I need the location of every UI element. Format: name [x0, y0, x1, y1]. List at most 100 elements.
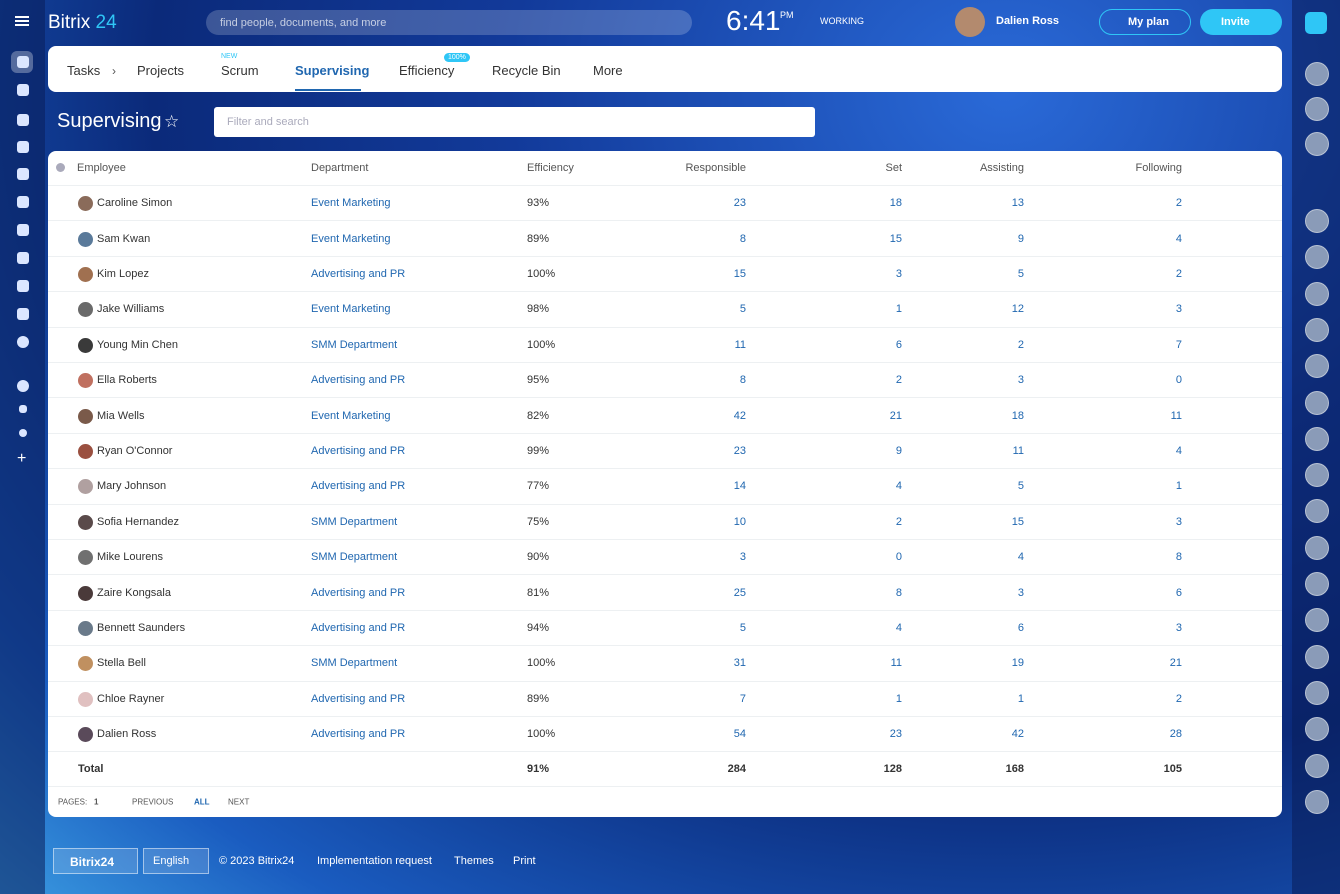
- department-link[interactable]: Event Marketing: [311, 303, 391, 316]
- sidebar-avatar[interactable]: [1305, 680, 1329, 705]
- logo[interactable]: Bitrix 24: [48, 12, 117, 34]
- responsible-count[interactable]: 31: [733, 657, 746, 670]
- responsible-count[interactable]: 25: [733, 586, 746, 599]
- footer-brand[interactable]: Bitrix24: [53, 848, 138, 874]
- department-link[interactable]: Advertising and PR: [311, 586, 406, 599]
- following-count[interactable]: 3: [1175, 621, 1182, 634]
- sidebar-avatar[interactable]: [1305, 535, 1329, 560]
- assisting-count[interactable]: 15: [1011, 515, 1024, 528]
- following-count[interactable]: 4: [1175, 232, 1182, 245]
- footer-link[interactable]: Implementation request: [317, 855, 432, 867]
- menu-icon[interactable]: [15, 16, 29, 18]
- responsible-count[interactable]: 5: [739, 621, 746, 634]
- department-link[interactable]: Event Marketing: [311, 409, 391, 422]
- responsible-count[interactable]: 3: [739, 551, 746, 564]
- language-select[interactable]: English: [143, 848, 209, 874]
- sidebar-avatar[interactable]: [1305, 317, 1329, 342]
- department-link[interactable]: SMM Department: [311, 515, 398, 528]
- help-button[interactable]: [1305, 12, 1327, 34]
- sidebar-avatar[interactable]: [1305, 426, 1329, 451]
- set-count[interactable]: 2: [895, 374, 902, 387]
- column-header[interactable]: Following: [1135, 162, 1182, 174]
- following-count[interactable]: 2: [1175, 692, 1182, 705]
- responsible-count[interactable]: 7: [739, 692, 746, 705]
- department-link[interactable]: SMM Department: [311, 551, 398, 564]
- department-link[interactable]: Event Marketing: [311, 197, 391, 210]
- set-count[interactable]: 4: [895, 480, 902, 493]
- assisting-count[interactable]: 12: [1011, 303, 1024, 316]
- following-count[interactable]: 8: [1175, 551, 1182, 564]
- following-count[interactable]: 3: [1175, 515, 1182, 528]
- following-count[interactable]: 11: [1170, 409, 1182, 422]
- assisting-count[interactable]: 13: [1011, 197, 1024, 210]
- responsible-count[interactable]: 10: [733, 515, 746, 528]
- nav-icon[interactable]: [17, 252, 29, 264]
- set-count[interactable]: 6: [895, 338, 902, 351]
- assisting-count[interactable]: 1: [1017, 692, 1024, 705]
- favorite-star[interactable]: ☆: [164, 112, 180, 131]
- responsible-count[interactable]: 23: [733, 444, 746, 457]
- department-link[interactable]: Advertising and PR: [311, 444, 406, 457]
- settings-icon[interactable]: [56, 163, 65, 172]
- department-link[interactable]: Advertising and PR: [311, 621, 406, 634]
- responsible-count[interactable]: 8: [739, 232, 746, 245]
- add-icon[interactable]: +: [17, 450, 27, 467]
- set-count[interactable]: 15: [889, 232, 902, 245]
- following-count[interactable]: 7: [1175, 338, 1182, 351]
- following-count[interactable]: 6: [1175, 586, 1182, 599]
- nav-icon[interactable]: [17, 168, 29, 180]
- sidebar-avatar[interactable]: [1305, 644, 1329, 669]
- nav-icon[interactable]: [17, 308, 29, 320]
- department-link[interactable]: SMM Department: [311, 338, 398, 351]
- nav-icon[interactable]: [17, 84, 29, 96]
- sidebar-avatar[interactable]: [1305, 463, 1329, 488]
- responsible-count[interactable]: 14: [733, 480, 746, 493]
- nav-icon[interactable]: [17, 141, 29, 153]
- following-count[interactable]: 4: [1175, 444, 1182, 457]
- following-count[interactable]: 3: [1175, 303, 1182, 316]
- set-count[interactable]: 21: [889, 409, 902, 422]
- sidebar-avatar[interactable]: [1305, 281, 1329, 306]
- following-count[interactable]: 21: [1169, 657, 1182, 670]
- assisting-count[interactable]: 3: [1017, 586, 1024, 599]
- department-link[interactable]: Advertising and PR: [311, 728, 406, 741]
- user-avatar[interactable]: [955, 7, 985, 37]
- assisting-count[interactable]: 6: [1017, 621, 1024, 634]
- responsible-count[interactable]: 54: [733, 728, 746, 741]
- column-header[interactable]: Responsible: [685, 162, 746, 174]
- tab[interactable]: Tasks: [67, 63, 101, 78]
- tab[interactable]: Efficiency: [399, 63, 455, 78]
- sidebar-avatar[interactable]: [1305, 499, 1329, 524]
- assisting-count[interactable]: 5: [1017, 267, 1024, 280]
- sidebar-avatar[interactable]: [1305, 717, 1329, 742]
- column-header[interactable]: Department: [311, 162, 369, 174]
- responsible-count[interactable]: 23: [733, 197, 746, 210]
- nav-icon[interactable]: [17, 280, 29, 292]
- set-count[interactable]: 3: [895, 267, 902, 280]
- user-name[interactable]: Dalien Ross: [996, 15, 1059, 27]
- department-link[interactable]: Advertising and PR: [311, 374, 406, 387]
- work-status[interactable]: WORKING: [820, 16, 864, 26]
- set-count[interactable]: 2: [895, 515, 902, 528]
- column-header[interactable]: Assisting: [979, 162, 1024, 174]
- department-link[interactable]: Advertising and PR: [311, 480, 406, 493]
- tab[interactable]: Supervising: [295, 63, 370, 78]
- set-count[interactable]: 8: [895, 586, 902, 599]
- following-count[interactable]: 2: [1175, 267, 1182, 280]
- tab[interactable]: Projects: [137, 63, 184, 78]
- sidebar-avatar[interactable]: [1305, 97, 1329, 121]
- following-count[interactable]: 28: [1169, 728, 1182, 741]
- sidebar-avatar[interactable]: [1305, 572, 1329, 596]
- sidebar-avatar[interactable]: [1305, 245, 1329, 270]
- assisting-count[interactable]: 19: [1011, 657, 1024, 670]
- responsible-count[interactable]: 8: [739, 374, 746, 387]
- all-button[interactable]: ALL: [194, 797, 210, 807]
- sidebar-avatar[interactable]: [1305, 753, 1329, 778]
- assisting-count[interactable]: 42: [1011, 728, 1024, 741]
- tab[interactable]: Scrum: [221, 63, 259, 78]
- sidebar-avatar[interactable]: [1305, 390, 1329, 415]
- nav-icon[interactable]: [17, 114, 29, 126]
- assisting-count[interactable]: 4: [1017, 551, 1024, 564]
- tab[interactable]: More: [593, 63, 623, 78]
- column-header[interactable]: Efficiency: [527, 162, 574, 174]
